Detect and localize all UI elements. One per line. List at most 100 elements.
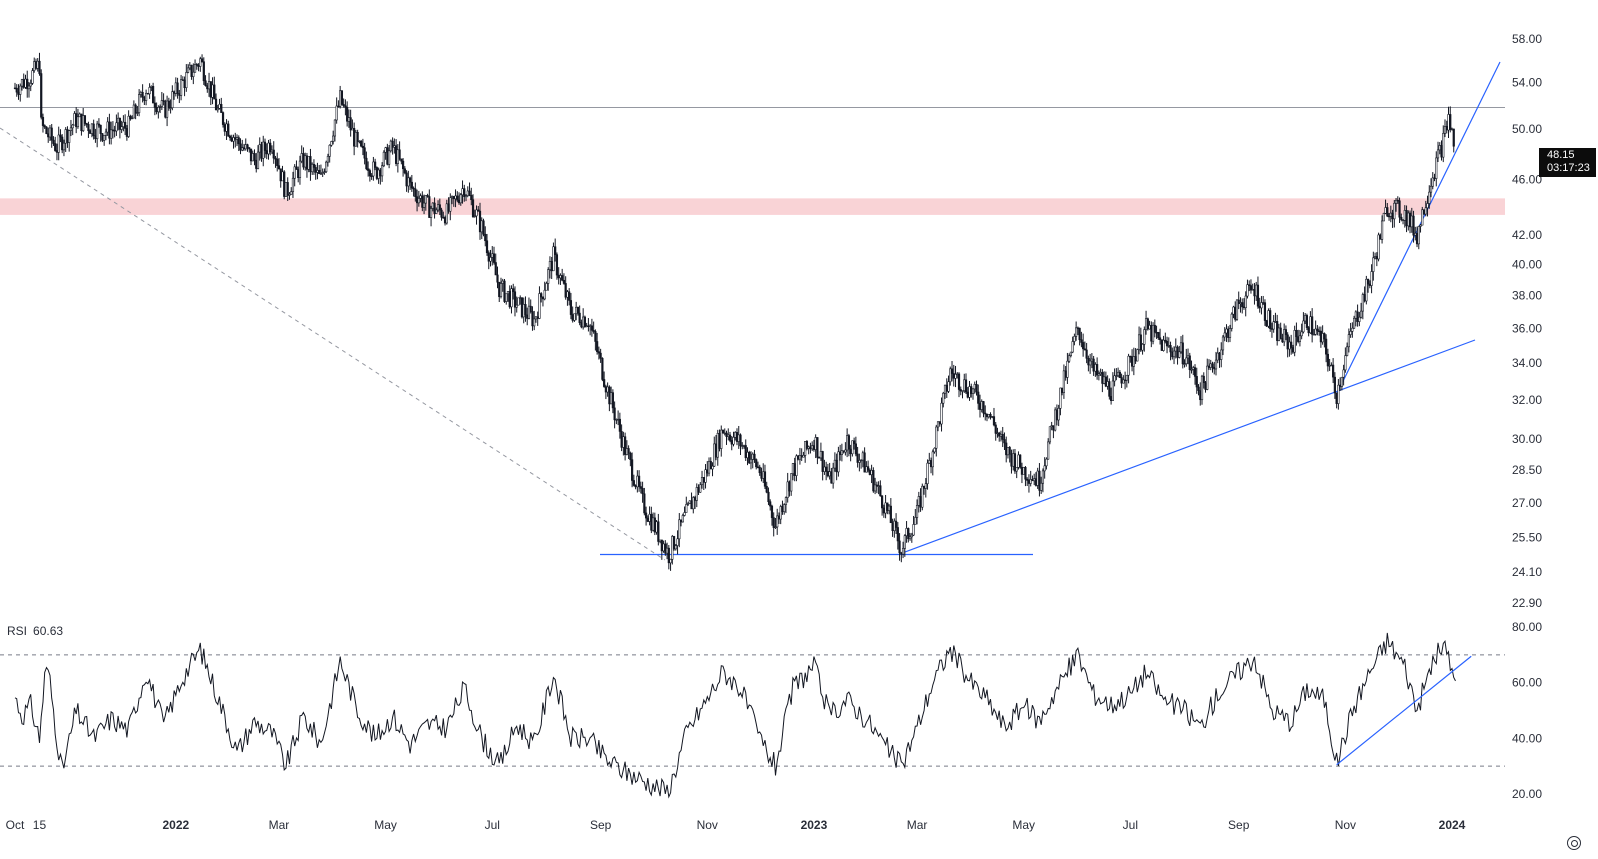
candle-body (940, 402, 943, 425)
candle-body (636, 475, 639, 488)
candle-body (152, 86, 155, 104)
candle-body (281, 171, 284, 182)
candle-body (860, 459, 863, 462)
candle-body (1097, 373, 1100, 376)
price-pane[interactable] (0, 52, 1505, 571)
candle-body (1071, 341, 1074, 353)
candle-body (419, 195, 422, 199)
candle-body (396, 149, 399, 164)
candle-body (178, 93, 181, 96)
candle-body (783, 504, 786, 513)
candle-body (256, 151, 260, 169)
candle-body (515, 304, 518, 308)
candle-body (424, 195, 427, 204)
candle-body (386, 147, 389, 165)
candle-body (886, 502, 889, 511)
candle-body (721, 429, 725, 434)
candle-body (157, 107, 160, 113)
candle-body (290, 191, 293, 195)
candle-body (1096, 364, 1099, 376)
candle-body (725, 432, 728, 437)
candle-body (908, 536, 912, 540)
candle-body (830, 471, 833, 484)
candle-body (781, 506, 784, 513)
candle-body (1225, 328, 1228, 334)
candle-body (980, 401, 983, 410)
price-tick: 42.00 (1512, 228, 1542, 242)
candle-body (1428, 191, 1431, 204)
candle-body (1227, 328, 1230, 338)
candle-body (90, 123, 94, 134)
candle-body (538, 293, 541, 319)
candle-body (1359, 310, 1363, 318)
candle-body (1197, 386, 1200, 391)
candle-body (1232, 306, 1235, 315)
candle-body (484, 233, 487, 242)
candle-body (732, 437, 735, 445)
candle-body (1185, 357, 1188, 365)
candle-body (1171, 351, 1174, 358)
candle-body (302, 153, 305, 168)
candle-body (354, 132, 357, 147)
candle-body (381, 165, 384, 177)
candle-body (452, 196, 455, 200)
candle-body (1242, 306, 1246, 308)
candle-body (367, 168, 370, 171)
candle-body (996, 432, 999, 435)
price-axis[interactable]: 58.00 54.00 50.00 46.00 42.00 40.00 38.00 36.00… (1512, 32, 1542, 610)
candle-body (111, 129, 114, 131)
gear-icon[interactable] (1567, 836, 1581, 850)
candle-body (1342, 369, 1345, 378)
candle-body (29, 83, 32, 87)
candle-body (1353, 317, 1356, 329)
candle-body (438, 204, 441, 211)
candle-body (713, 443, 716, 467)
candle-body (459, 194, 462, 204)
candle-body (506, 291, 510, 295)
candle-body (877, 485, 880, 487)
candle-body (375, 167, 378, 179)
candle-body (412, 187, 415, 190)
candle-body (426, 195, 429, 197)
candle-body (445, 203, 448, 224)
candle-body (417, 198, 420, 204)
candle-body (89, 130, 92, 134)
candle-body (405, 172, 408, 187)
candle-body (185, 72, 188, 89)
candle-body (407, 177, 410, 187)
candle-body (1239, 302, 1242, 304)
candle-body (1211, 363, 1214, 368)
candle-body (728, 434, 732, 441)
candle-body (952, 373, 955, 379)
candle-body (148, 87, 151, 95)
candle-body (730, 440, 733, 445)
candle-body (594, 331, 597, 342)
candle-body (665, 547, 669, 554)
candle-body (568, 291, 571, 301)
candle-body (606, 386, 609, 393)
candle-body (485, 240, 489, 254)
candle-body (580, 322, 583, 328)
candle-body (832, 467, 835, 484)
candle-body (435, 209, 438, 214)
candle-body (1304, 315, 1307, 322)
candle-body (587, 325, 590, 327)
candle-body (914, 517, 917, 525)
candle-body (436, 204, 440, 211)
candle-body (319, 173, 323, 175)
candle-body (1295, 330, 1298, 338)
candle-body (1393, 202, 1396, 220)
candle-body (358, 140, 361, 143)
candle-body (826, 471, 830, 477)
candle-body (501, 280, 504, 284)
candle-body (1414, 232, 1417, 236)
candle-body (47, 133, 50, 138)
candle-body (1008, 447, 1011, 455)
candle-body (720, 429, 723, 449)
candle-body (1050, 425, 1053, 427)
rsi-pane[interactable] (0, 632, 1505, 799)
candle-body (1349, 331, 1352, 335)
rsi-indicator-label[interactable]: RSI 60.63 (7, 624, 63, 638)
